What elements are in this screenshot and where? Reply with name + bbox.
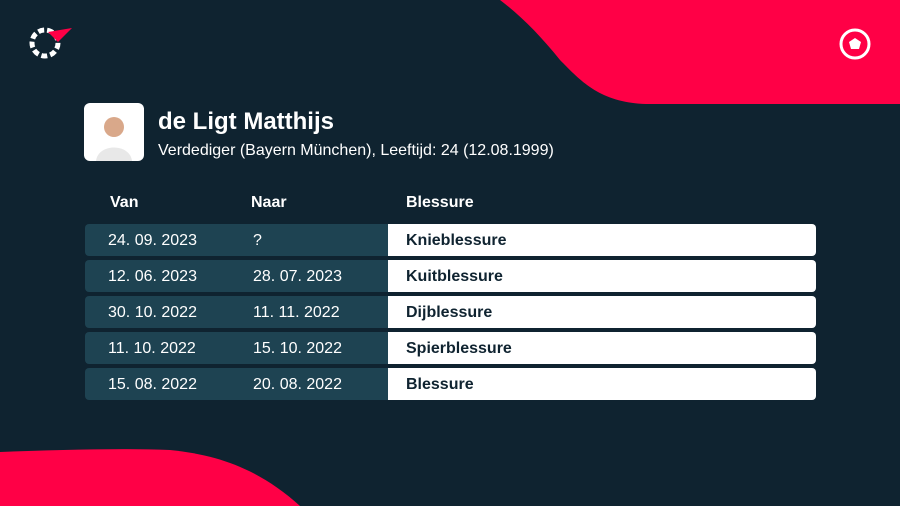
cell: 11. 11. 2022 (253, 304, 340, 321)
cell: 15. 10. 2022 (253, 340, 342, 357)
player-details: Verdediger (Bayern München), Leeftijd: 2… (158, 142, 554, 159)
cell: Kuitblessure (406, 268, 503, 285)
column-header: Van (110, 194, 139, 211)
column-header: Blessure (406, 194, 474, 211)
cell: 28. 07. 2023 (253, 268, 342, 285)
decor-top (500, 0, 900, 104)
logo (29, 27, 72, 59)
cell: 20. 08. 2022 (253, 376, 342, 393)
table-row: 12. 06. 2023 28. 07. 2023 Kuitblessure (85, 260, 816, 292)
row-bg (388, 332, 816, 364)
table-row: 30. 10. 2022 11. 11. 2022 Dijblessure (85, 296, 816, 328)
cell: Blessure (406, 376, 474, 393)
cell: ? (253, 232, 262, 249)
decor-bottom (0, 449, 300, 506)
row-bg (388, 260, 816, 292)
column-header: Naar (251, 194, 287, 211)
table-row: 15. 08. 2022 20. 08. 2022 Blessure (85, 368, 816, 400)
row-bg (388, 368, 816, 400)
row-bg (85, 332, 388, 364)
player-name: de Ligt Matthijs (158, 108, 334, 135)
cell: 24. 09. 2023 (108, 232, 197, 249)
row-bg (85, 296, 388, 328)
row-bg (388, 296, 816, 328)
row-bg (85, 260, 388, 292)
cell: 15. 08. 2022 (108, 376, 197, 393)
cell: 12. 06. 2023 (108, 268, 197, 285)
cell: 30. 10. 2022 (108, 304, 197, 321)
row-bg (388, 224, 816, 256)
cell: 11. 10. 2022 (108, 340, 196, 357)
table-row: 11. 10. 2022 15. 10. 2022 Spierblessure (85, 332, 816, 364)
ball-icon (839, 28, 871, 60)
cell: Dijblessure (406, 304, 493, 321)
row-bg (85, 368, 388, 400)
table-row: 24. 09. 2023? Knieblessure (85, 224, 816, 256)
cell: Spierblessure (406, 340, 512, 357)
cell: Knieblessure (406, 232, 507, 249)
player-photo (84, 103, 144, 161)
row-bg (85, 224, 388, 256)
